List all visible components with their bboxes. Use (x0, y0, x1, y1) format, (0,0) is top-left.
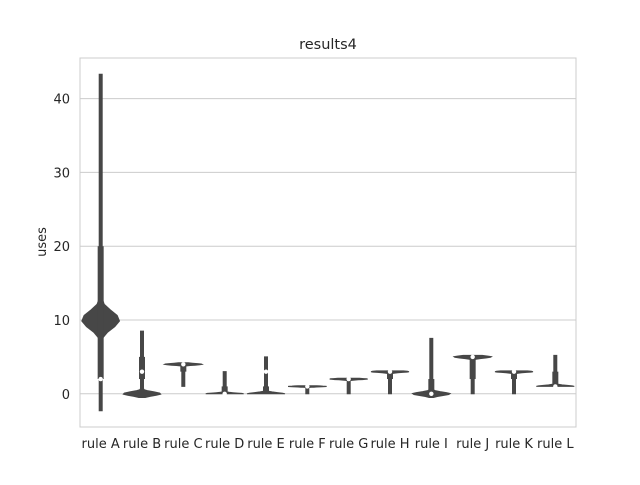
axes-frame (79, 57, 577, 428)
violin-median-dot (553, 384, 558, 389)
x-tick-label: rule B (123, 437, 161, 452)
x-tick-label: rule L (537, 437, 574, 452)
y-tick-label: 40 (53, 93, 70, 108)
violin-median-dot (98, 376, 103, 382)
y-axis-label: uses (35, 227, 50, 257)
grid-lines (80, 98, 576, 395)
y-tick-label: 0 (62, 388, 70, 403)
violin-median-dot (429, 391, 434, 396)
x-tick-label: rule J (456, 437, 489, 452)
y-tick-labels: 0 10 20 30 40 (53, 93, 70, 403)
violin-median-dot (139, 369, 145, 374)
violin-median-dot (387, 369, 393, 374)
violin-median-dot (511, 369, 517, 374)
x-tick-label: rule F (289, 437, 326, 452)
violins (81, 73, 575, 412)
violin-median-dot (346, 376, 351, 382)
violin-median-dot (222, 391, 227, 396)
x-tick-label: rule C (164, 437, 202, 452)
violin-median-dot (470, 354, 475, 360)
y-tick-label: 30 (53, 166, 70, 181)
violin-median-dot (263, 369, 269, 374)
violin-median-dot (305, 384, 310, 389)
x-tick-label: rule K (495, 437, 533, 452)
x-tick-label: rule H (370, 437, 409, 452)
x-tick-label: rule D (205, 437, 244, 452)
violin-median-dot (181, 362, 186, 367)
x-tick-label: rule G (329, 437, 368, 452)
plot-background (80, 58, 576, 427)
chart-title: results4 (299, 37, 357, 53)
x-tick-label: rule E (247, 437, 285, 452)
x-tick-label: rule A (82, 437, 120, 452)
x-tick-label: rule I (415, 437, 448, 452)
y-tick-label: 10 (53, 314, 70, 329)
y-tick-label: 20 (53, 240, 70, 255)
